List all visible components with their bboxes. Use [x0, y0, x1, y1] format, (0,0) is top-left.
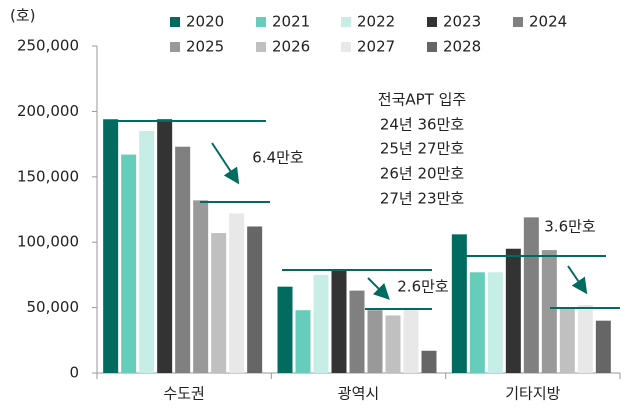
y-tick-label: 100,000 [17, 233, 79, 251]
arrow [367, 277, 390, 300]
legend-label: 2028 [443, 38, 481, 56]
bar [211, 233, 227, 373]
change-label: 3.6만호 [544, 218, 596, 236]
y-tick-label: 250,000 [17, 37, 79, 55]
legend-label: 2026 [272, 38, 310, 56]
bar [313, 274, 329, 373]
annotation: 전국APT 입주 [378, 91, 466, 109]
x-tick-label: 광역시 [338, 385, 379, 403]
legend-label: 2027 [357, 38, 395, 56]
bar [487, 272, 503, 373]
bar [121, 154, 137, 373]
y-unit: (호) [10, 7, 36, 25]
change-label: 2.6만호 [397, 278, 449, 296]
legend-swatch [341, 42, 351, 52]
bar [331, 270, 347, 373]
arrow [211, 142, 240, 185]
bar [577, 304, 593, 373]
legend-swatch [427, 42, 437, 52]
annotation: 26년 20만호 [380, 165, 465, 183]
bar [139, 131, 155, 373]
bar [175, 146, 191, 373]
bar [193, 200, 209, 373]
legend-label: 2020 [186, 13, 224, 31]
legend-label: 2024 [529, 13, 567, 31]
legend-swatch [170, 42, 180, 52]
change-label: 6.4만호 [252, 149, 304, 167]
bar [469, 272, 485, 373]
legend-label: 2022 [357, 13, 395, 31]
bar [385, 315, 401, 373]
bar [157, 119, 173, 373]
legend-swatch [427, 17, 437, 27]
legend-swatch [256, 17, 266, 27]
legend-swatch [513, 17, 523, 27]
bar [559, 308, 575, 373]
legend-swatch [170, 17, 180, 27]
bar [595, 320, 611, 373]
x-tick-label: 기타지방 [505, 385, 560, 403]
bar [367, 310, 383, 373]
bar [277, 286, 293, 373]
bar [103, 119, 119, 373]
arrow [567, 265, 588, 295]
annotation: 25년 27만호 [380, 140, 465, 158]
y-tick-label: 50,000 [27, 298, 80, 316]
bar [349, 290, 365, 373]
bar [403, 307, 419, 373]
bar [229, 213, 245, 373]
bar [421, 350, 437, 373]
bar [541, 250, 557, 373]
annotation: 27년 23만호 [380, 190, 465, 208]
y-tick-label: 0 [69, 364, 79, 382]
legend-label: 2021 [272, 13, 310, 31]
bar [295, 310, 311, 373]
bar [451, 234, 467, 373]
legend-label: 2023 [443, 13, 481, 31]
annotation: 24년 36만호 [380, 116, 465, 134]
bar [505, 248, 521, 373]
bar [523, 217, 539, 373]
legend-label: 2025 [186, 38, 224, 56]
y-tick-label: 150,000 [17, 167, 79, 185]
legend-swatch [256, 42, 266, 52]
x-tick-label: 수도권 [163, 385, 204, 403]
y-tick-label: 200,000 [17, 102, 79, 120]
bar [247, 226, 263, 373]
legend-swatch [341, 17, 351, 27]
